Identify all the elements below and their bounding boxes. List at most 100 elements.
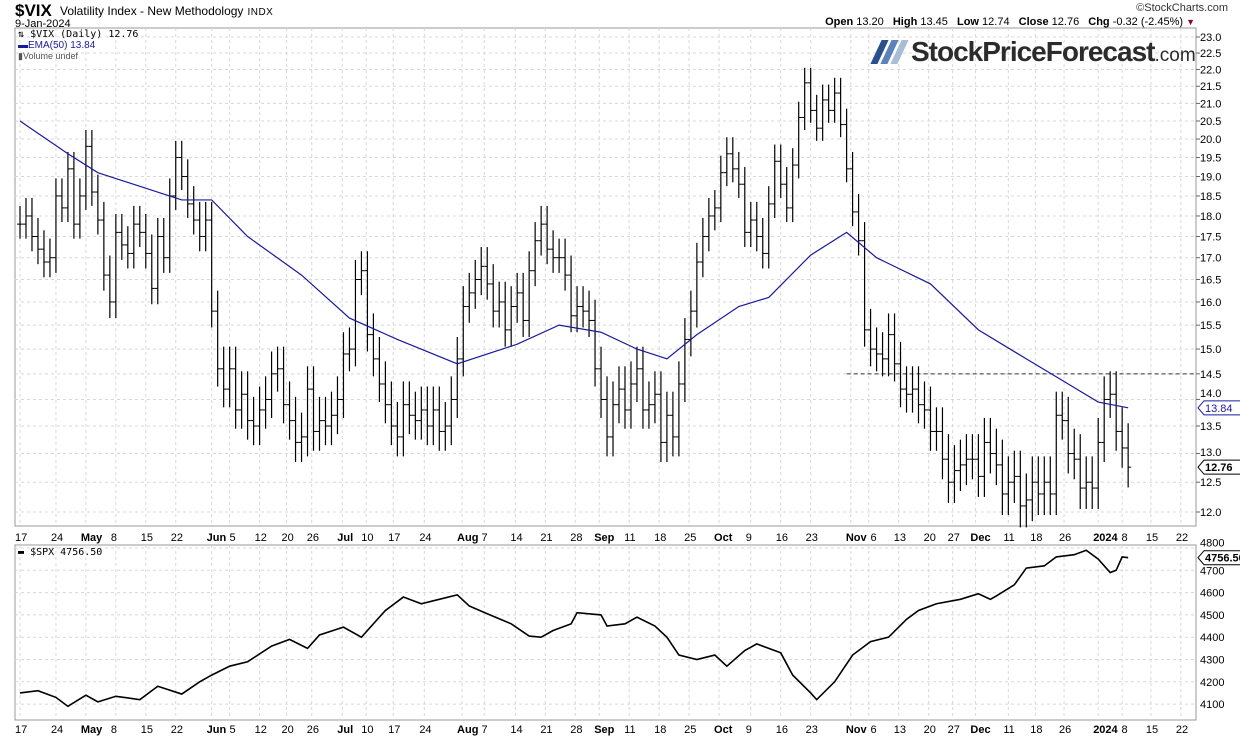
- exchange: INDX: [247, 7, 274, 18]
- x-tick-label: 27: [948, 532, 960, 544]
- x-tick-label: 24: [51, 724, 63, 736]
- stockpriceforecast-logo: StockPriceForecast.com: [870, 36, 1196, 68]
- x-tick-label: Nov: [846, 532, 868, 544]
- x-tick-label: 10: [361, 724, 373, 736]
- x-tick-label: 2024: [1093, 724, 1118, 736]
- x-tick-label: 24: [419, 532, 431, 544]
- x-tick-label: 17: [388, 724, 400, 736]
- x-tick-label: Nov: [846, 724, 868, 736]
- spx-last-label: 4756.50: [1205, 553, 1240, 565]
- x-tick-label: 8: [111, 532, 117, 544]
- x-tick-label: 23: [806, 532, 818, 544]
- x-tick-label: 17: [15, 724, 27, 736]
- x-tick-label: 18: [1030, 532, 1042, 544]
- x-tick-label: 11: [624, 532, 635, 544]
- ohlc-bar-icon: ⇅: [18, 29, 25, 40]
- x-tick-label: May: [81, 532, 103, 544]
- legend-spx-label: $SPX 4756.50: [30, 547, 103, 558]
- x-tick-label: 18: [654, 532, 666, 544]
- y-tick-label: 13.0: [1200, 447, 1221, 459]
- x-tick-label: 22: [171, 724, 183, 736]
- legend-vix-label: $VIX (Daily) 12.76: [30, 29, 139, 40]
- x-tick-label: Aug: [457, 532, 478, 544]
- legend-ema: ▬EMA(50) 13.84: [18, 40, 95, 51]
- y-tick-label: 22.0: [1200, 64, 1221, 76]
- x-tick-label: Dec: [970, 532, 990, 544]
- x-tick-label: 20: [924, 724, 936, 736]
- x-tick-label: 12: [255, 724, 267, 736]
- spx-last-badge: [1197, 550, 1240, 566]
- open-value: 13.20: [856, 16, 884, 28]
- x-tick-label: 20: [924, 532, 936, 544]
- y-tick-label: 4800: [1200, 538, 1224, 550]
- y-tick-label: 19.0: [1200, 171, 1221, 183]
- x-tick-label: Oct: [714, 724, 733, 736]
- y-tick-label: 23.0: [1200, 32, 1221, 44]
- chart-date: 9-Jan-2024: [15, 18, 71, 30]
- x-tick-label: 17: [15, 532, 27, 544]
- x-tick-label: 20: [282, 724, 294, 736]
- x-tick-label: Dec: [970, 724, 990, 736]
- x-tick-label: 6: [870, 724, 876, 736]
- ohlc-summary: Open 13.20 High 13.45 Low 12.74 Close 12…: [819, 16, 1195, 28]
- ema50-line: [19, 120, 1129, 409]
- x-tick-label: 12: [255, 532, 267, 544]
- low-label: Low: [956, 16, 979, 28]
- x-tick-label: 15: [141, 532, 153, 544]
- down-triangle-icon: ▼: [1186, 17, 1195, 27]
- x-tick-label: 15: [141, 724, 153, 736]
- x-tick-label: 27: [948, 724, 960, 736]
- legend-volume: ▮Volume undef: [18, 51, 78, 62]
- y-tick-label: 4500: [1200, 610, 1224, 622]
- y-tick-label: 4700: [1200, 565, 1224, 577]
- y-tick-label: 4100: [1200, 699, 1224, 711]
- line-icon: ▬: [18, 547, 25, 558]
- x-tick-label: 21: [540, 724, 552, 736]
- x-tick-label: 28: [570, 532, 582, 544]
- vix-panel: [14, 27, 1197, 527]
- low-value: 12.74: [982, 16, 1010, 28]
- x-tick-label: 24: [51, 532, 63, 544]
- y-tick-label: 4400: [1200, 632, 1224, 644]
- legend-ema-label: EMA(50) 13.84: [28, 40, 96, 51]
- x-tick-label: 11: [1003, 532, 1014, 544]
- x-tick-label: 16: [776, 532, 788, 544]
- y-tick-label: 12.0: [1200, 507, 1221, 519]
- close-label: Close: [1018, 16, 1049, 28]
- close-value: 12.76: [1051, 16, 1080, 28]
- x-tick-label: Sep: [594, 532, 614, 544]
- x-tick-label: 7: [481, 532, 487, 544]
- x-tick-label: 14: [510, 532, 522, 544]
- x-tick-label: 6: [870, 532, 876, 544]
- x-tick-label: 9: [746, 532, 752, 544]
- y-tick-label: 20.5: [1200, 116, 1221, 128]
- x-tick-label: 13: [894, 724, 906, 736]
- high-value: 13.45: [920, 16, 948, 28]
- x-tick-label: 2024: [1093, 532, 1118, 544]
- y-tick-label: 15.0: [1200, 344, 1221, 356]
- y-tick-label: 18.0: [1200, 211, 1221, 223]
- x-tick-label: 22: [1176, 724, 1188, 736]
- x-tick-label: Jul: [337, 532, 353, 544]
- x-tick-label: Sep: [594, 724, 614, 736]
- x-tick-label: 26: [1059, 724, 1071, 736]
- high-label: High: [892, 16, 918, 28]
- ema-value-badge: [1197, 400, 1240, 416]
- copyright[interactable]: ©StockCharts.com: [1136, 2, 1228, 14]
- x-tick-label: May: [81, 724, 103, 736]
- x-tick-label: 24: [419, 724, 431, 736]
- x-tick-label: Jun: [207, 532, 227, 544]
- x-tick-label: 15: [1146, 532, 1158, 544]
- y-tick-label: 18.5: [1200, 191, 1221, 203]
- y-tick-label: 22.5: [1200, 48, 1221, 60]
- x-tick-label: 18: [1030, 724, 1042, 736]
- y-tick-label: 19.5: [1200, 153, 1221, 165]
- x-tick-label: 15: [1146, 724, 1158, 736]
- y-tick-label: 20.0: [1200, 134, 1221, 146]
- x-tick-label: 25: [684, 532, 696, 544]
- x-tick-label: 16: [776, 724, 788, 736]
- x-tick-label: 9: [746, 724, 752, 736]
- x-tick-label: 11: [1003, 724, 1014, 736]
